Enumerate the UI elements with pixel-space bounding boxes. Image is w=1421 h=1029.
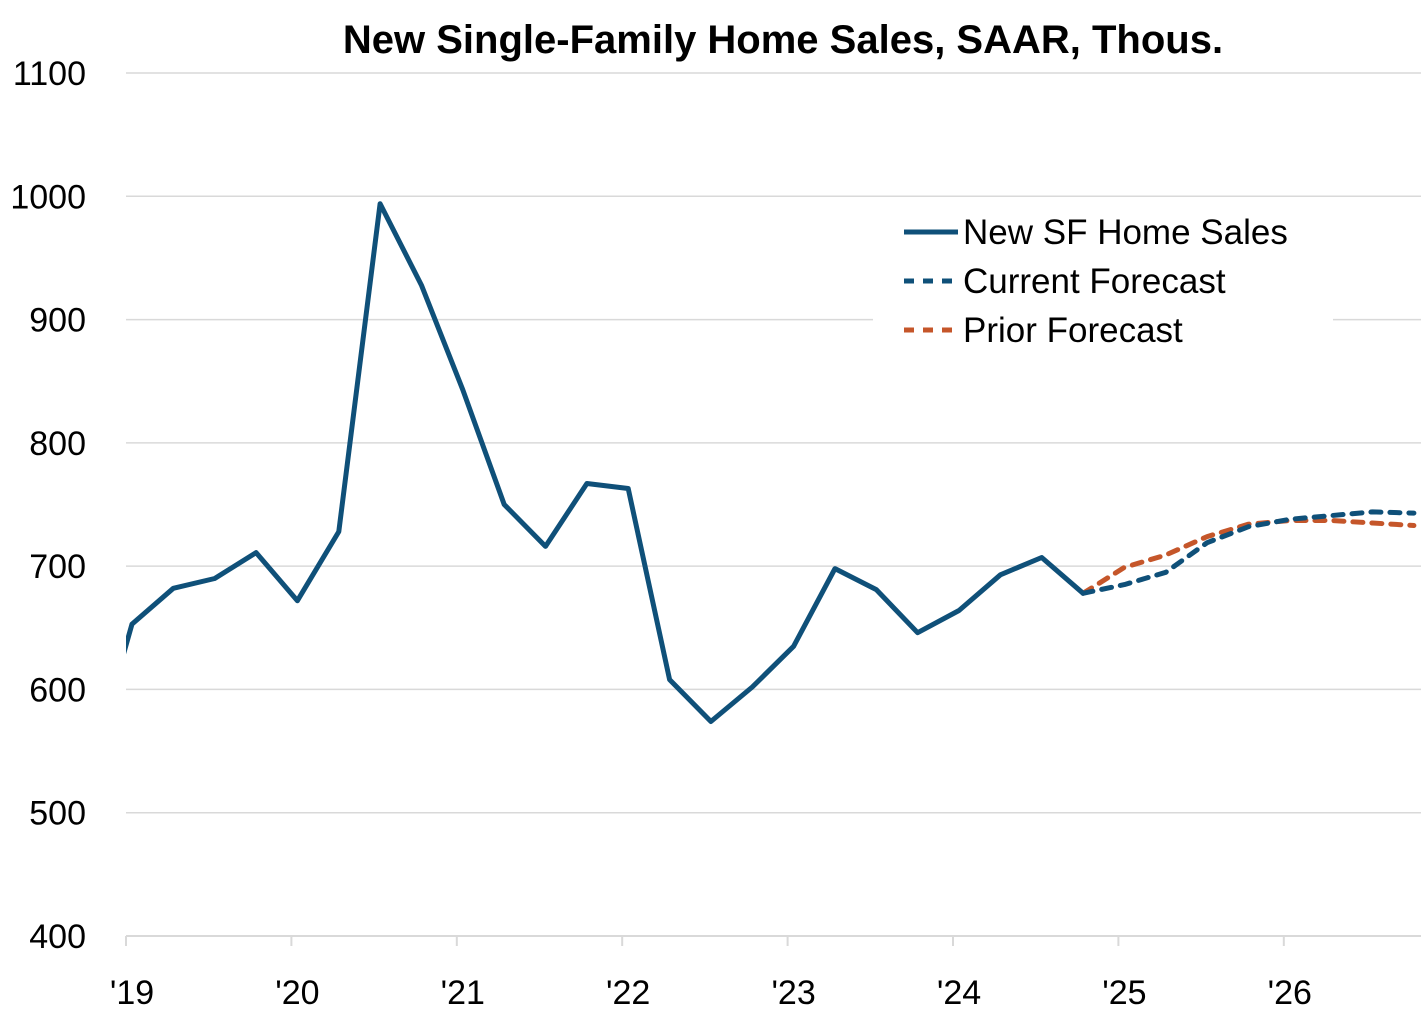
y-tick-label: 800: [29, 425, 86, 463]
legend-label: Current Forecast: [963, 262, 1226, 301]
x-tick-label: '22: [606, 974, 650, 1012]
y-tick-label: 1100: [13, 55, 86, 93]
series-line-current-forecast: [1080, 509, 1417, 596]
x-tick-label: '26: [1268, 974, 1312, 1012]
legend: New SF Home Sales Current Forecast Prior F…: [873, 205, 1333, 355]
series-line-new-sf-home-sales: [126, 201, 1086, 724]
legend-label: Prior Forecast: [963, 311, 1183, 350]
legend-label: New SF Home Sales: [963, 213, 1288, 252]
y-tick-label: 600: [29, 671, 86, 709]
y-tick-label: 1000: [10, 178, 86, 216]
y-tick-label: 400: [29, 918, 86, 956]
series-line-prior-forecast: [1080, 518, 1417, 596]
y-tick-label: 700: [29, 548, 86, 586]
y-tick-label: 900: [29, 302, 86, 340]
x-tick-label: '23: [771, 974, 815, 1012]
y-tick-label: 500: [29, 795, 86, 833]
chart-title: New Single-Family Home Sales, SAAR, Thou…: [343, 18, 1223, 62]
x-tick-label: '19: [110, 974, 154, 1012]
x-tick-label: '25: [1102, 974, 1146, 1012]
x-tick-label: '24: [937, 974, 981, 1012]
x-tick-label: '21: [441, 974, 485, 1012]
x-tick-label: '20: [275, 974, 319, 1012]
